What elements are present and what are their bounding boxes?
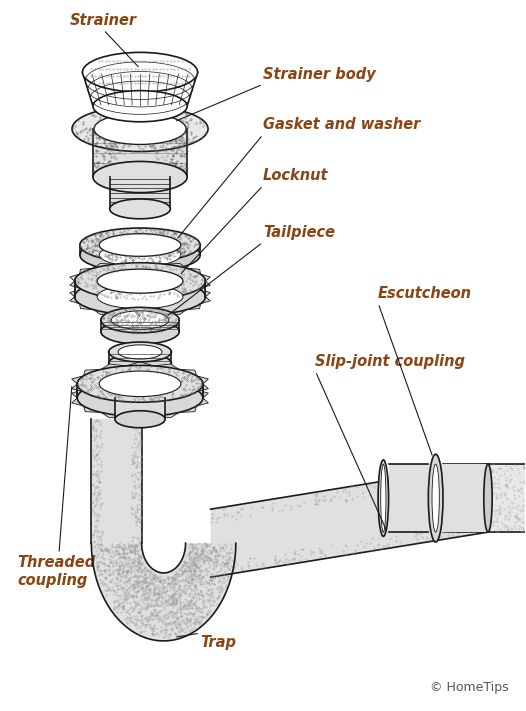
- Ellipse shape: [101, 319, 179, 344]
- Text: Locknut: Locknut: [263, 169, 329, 183]
- Polygon shape: [94, 294, 115, 314]
- Polygon shape: [115, 298, 140, 318]
- Polygon shape: [92, 419, 141, 543]
- Ellipse shape: [99, 244, 181, 266]
- Polygon shape: [154, 364, 179, 384]
- Ellipse shape: [112, 311, 169, 329]
- Polygon shape: [72, 376, 84, 398]
- Ellipse shape: [83, 53, 198, 92]
- Ellipse shape: [77, 380, 203, 417]
- Polygon shape: [389, 464, 488, 532]
- Ellipse shape: [110, 199, 170, 219]
- Ellipse shape: [428, 454, 443, 542]
- Ellipse shape: [381, 464, 386, 532]
- Text: Tailpiece: Tailpiece: [263, 225, 335, 240]
- Ellipse shape: [109, 353, 171, 373]
- Polygon shape: [84, 392, 101, 412]
- Ellipse shape: [432, 464, 439, 532]
- Text: Gasket and washer: Gasket and washer: [263, 117, 420, 132]
- Ellipse shape: [118, 345, 162, 359]
- Ellipse shape: [484, 464, 492, 532]
- Text: Slip-joint coupling: Slip-joint coupling: [315, 354, 466, 369]
- Polygon shape: [115, 398, 165, 419]
- Polygon shape: [101, 364, 126, 384]
- Polygon shape: [186, 268, 200, 289]
- Polygon shape: [165, 264, 186, 284]
- Polygon shape: [197, 384, 208, 406]
- Polygon shape: [211, 464, 488, 577]
- Ellipse shape: [109, 342, 171, 362]
- Ellipse shape: [80, 238, 200, 272]
- Ellipse shape: [115, 411, 165, 428]
- Polygon shape: [140, 298, 165, 318]
- Polygon shape: [126, 402, 154, 420]
- Ellipse shape: [93, 161, 187, 193]
- Polygon shape: [93, 129, 187, 177]
- Ellipse shape: [101, 307, 179, 333]
- Ellipse shape: [77, 365, 203, 402]
- Polygon shape: [70, 274, 79, 296]
- Polygon shape: [94, 264, 115, 284]
- Polygon shape: [101, 398, 126, 418]
- Ellipse shape: [97, 269, 183, 293]
- Polygon shape: [165, 294, 186, 314]
- Ellipse shape: [75, 263, 206, 299]
- Polygon shape: [443, 464, 524, 532]
- Polygon shape: [186, 288, 200, 310]
- Text: Strainer: Strainer: [70, 13, 137, 28]
- Ellipse shape: [99, 371, 181, 397]
- Ellipse shape: [94, 113, 186, 144]
- Ellipse shape: [80, 228, 200, 262]
- Text: Escutcheon: Escutcheon: [378, 286, 472, 301]
- Ellipse shape: [93, 90, 187, 122]
- Polygon shape: [179, 392, 197, 412]
- Text: Threaded
coupling: Threaded coupling: [17, 555, 95, 587]
- Ellipse shape: [378, 460, 389, 536]
- Polygon shape: [154, 398, 179, 418]
- Ellipse shape: [72, 106, 208, 151]
- Polygon shape: [126, 362, 154, 380]
- Polygon shape: [84, 370, 101, 390]
- Text: © HomeTips: © HomeTips: [430, 681, 509, 694]
- Polygon shape: [115, 260, 140, 279]
- Polygon shape: [79, 288, 94, 310]
- Polygon shape: [92, 543, 236, 641]
- Polygon shape: [140, 260, 165, 279]
- Ellipse shape: [99, 234, 181, 257]
- Polygon shape: [72, 384, 84, 406]
- Ellipse shape: [75, 278, 206, 315]
- Polygon shape: [197, 376, 208, 398]
- Polygon shape: [200, 274, 210, 296]
- Polygon shape: [179, 370, 197, 390]
- Polygon shape: [110, 177, 170, 209]
- Polygon shape: [70, 281, 79, 304]
- Polygon shape: [79, 268, 94, 289]
- Ellipse shape: [97, 284, 183, 309]
- Polygon shape: [200, 281, 210, 304]
- Text: Trap: Trap: [200, 635, 236, 651]
- Text: Strainer body: Strainer body: [263, 67, 376, 82]
